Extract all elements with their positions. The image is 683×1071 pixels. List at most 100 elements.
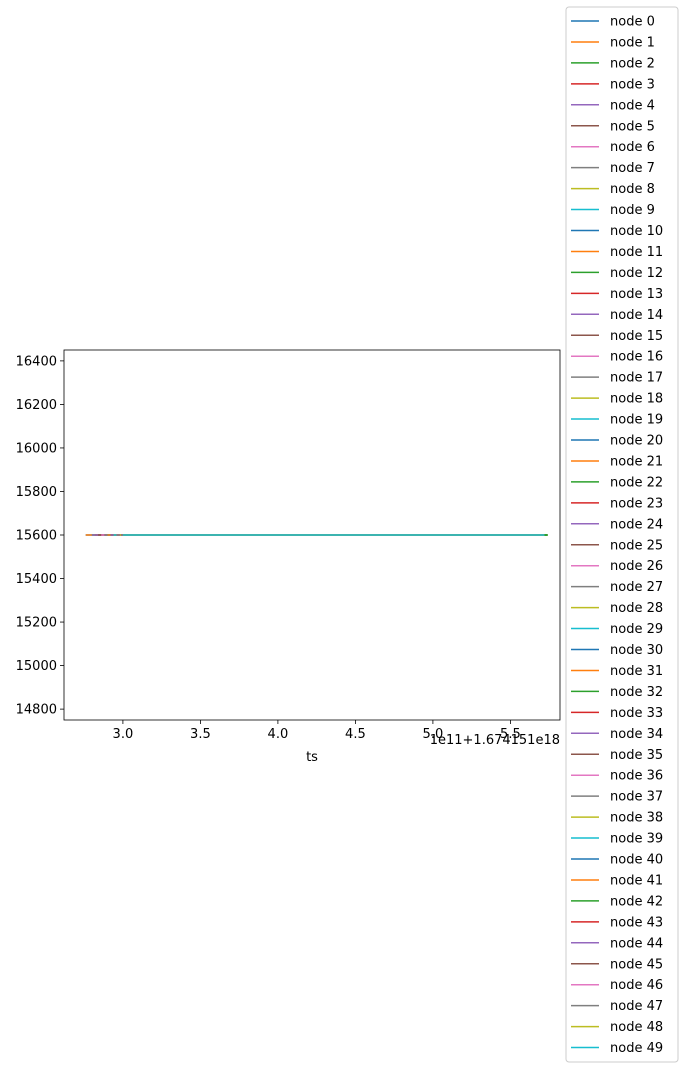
y-axis: 14800 15000 15200 15400 15600 15800 16000 16200… xyxy=(16,354,64,718)
y-tick-label: 15800 xyxy=(16,485,57,500)
legend-item: node 43 xyxy=(571,915,663,930)
legend-item: node 49 xyxy=(571,1041,663,1056)
x-axis-label: ts xyxy=(306,750,318,765)
x-tick-label: 3.5 xyxy=(190,727,211,742)
legend-label: node 37 xyxy=(610,790,663,805)
legend-label: node 3 xyxy=(610,77,655,92)
legend-label: node 8 xyxy=(610,182,655,197)
x-tick-label: 5.5 xyxy=(500,727,521,742)
legend-item: node 46 xyxy=(571,978,663,993)
legend-label: node 26 xyxy=(610,559,663,574)
legend-label: node 33 xyxy=(610,706,663,721)
legend-item: node 18 xyxy=(571,392,663,407)
x-axis-offset-label: 1e11+1.674151e18 xyxy=(430,733,560,748)
x-tick-label: 3.0 xyxy=(113,727,134,742)
legend-item: node 35 xyxy=(571,748,663,763)
legend-item: node 4 xyxy=(571,98,655,113)
legend-item: node 28 xyxy=(571,601,663,616)
legend-item: node 30 xyxy=(571,643,663,658)
legend-label: node 2 xyxy=(610,56,655,71)
legend-item: node 41 xyxy=(571,873,663,888)
legend-label: node 43 xyxy=(610,915,663,930)
legend-item: node 13 xyxy=(571,287,663,302)
legend: node 0 node 1 node 2 node 3 node 4 node 5 node… xyxy=(565,6,679,1063)
legend-label: node 35 xyxy=(610,748,663,763)
x-tick-label: 4.5 xyxy=(345,727,366,742)
legend-label: node 42 xyxy=(610,894,663,909)
y-tick-label: 15000 xyxy=(16,659,57,674)
legend-label: node 49 xyxy=(610,1041,663,1056)
legend-label: node 40 xyxy=(610,853,663,868)
legend-label: node 45 xyxy=(610,957,663,972)
legend-label: node 25 xyxy=(610,538,663,553)
legend-label: node 47 xyxy=(610,999,663,1014)
legend-item: node 25 xyxy=(571,538,663,553)
legend-label: node 36 xyxy=(610,769,663,784)
legend-item: node 40 xyxy=(571,853,663,868)
legend-item: node 33 xyxy=(571,706,663,721)
legend-label: node 32 xyxy=(610,685,663,700)
legend-item: node 32 xyxy=(571,685,663,700)
legend-item: node 48 xyxy=(571,1020,663,1035)
legend-label: node 17 xyxy=(610,371,663,386)
legend-label: node 28 xyxy=(610,601,663,616)
y-tick-label: 14800 xyxy=(16,703,57,718)
legend-item: node 2 xyxy=(571,56,655,71)
y-tick-label: 15400 xyxy=(16,572,57,587)
legend-label: node 10 xyxy=(610,224,663,239)
legend-item: node 3 xyxy=(571,77,655,92)
legend-item: node 39 xyxy=(571,832,663,847)
legend-item: node 1 xyxy=(571,35,655,50)
legend-label: node 15 xyxy=(610,329,663,344)
legend-label: node 19 xyxy=(610,413,663,428)
legend-item: node 31 xyxy=(571,664,663,679)
y-tick-label: 16200 xyxy=(16,398,57,413)
legend-item: node 29 xyxy=(571,622,663,637)
legend-label: node 12 xyxy=(610,266,663,281)
legend-label: node 21 xyxy=(610,454,663,469)
legend-item: node 9 xyxy=(571,203,655,218)
legend-item: node 24 xyxy=(571,517,663,532)
legend-item: node 42 xyxy=(571,894,663,909)
legend-label: node 6 xyxy=(610,140,655,155)
legend-label: node 1 xyxy=(610,35,655,50)
legend-label: node 46 xyxy=(610,978,663,993)
y-tick-label: 15200 xyxy=(16,616,57,631)
legend-item: node 16 xyxy=(571,350,663,365)
legend-label: node 29 xyxy=(610,622,663,637)
legend-item: node 15 xyxy=(571,329,663,344)
legend-item: node 14 xyxy=(571,308,663,323)
legend-label: node 41 xyxy=(610,873,663,888)
legend-item: node 26 xyxy=(571,559,663,574)
legend-item: node 22 xyxy=(571,475,663,490)
legend-item: node 17 xyxy=(571,371,663,386)
y-tick-label: 16000 xyxy=(16,441,57,456)
legend-label: node 27 xyxy=(610,580,663,595)
legend-item: node 8 xyxy=(571,182,655,197)
legend-item: node 7 xyxy=(571,161,655,176)
legend-item: node 38 xyxy=(571,811,663,826)
legend-item: node 19 xyxy=(571,413,663,428)
legend-item: node 23 xyxy=(571,496,663,511)
legend-label: node 48 xyxy=(610,1020,663,1035)
legend-label: node 9 xyxy=(610,203,655,218)
legend-item: node 20 xyxy=(571,434,663,449)
legend-label: node 44 xyxy=(610,936,663,951)
legend-item: node 27 xyxy=(571,580,663,595)
legend-item: node 47 xyxy=(571,999,663,1014)
legend-item: node 44 xyxy=(571,936,663,951)
legend-label: node 18 xyxy=(610,392,663,407)
legend-label: node 14 xyxy=(610,308,663,323)
legend-label: node 22 xyxy=(610,475,663,490)
legend-label: node 34 xyxy=(610,727,663,742)
legend-item: node 6 xyxy=(571,140,655,155)
legend-item: node 10 xyxy=(571,224,663,239)
legend-item: node 36 xyxy=(571,769,663,784)
legend-label: node 11 xyxy=(610,245,663,260)
legend-item: node 5 xyxy=(571,119,655,134)
legend-box xyxy=(565,6,679,1063)
legend-item: node 21 xyxy=(571,454,663,469)
legend-label: node 13 xyxy=(610,287,663,302)
legend-label: node 38 xyxy=(610,811,663,826)
